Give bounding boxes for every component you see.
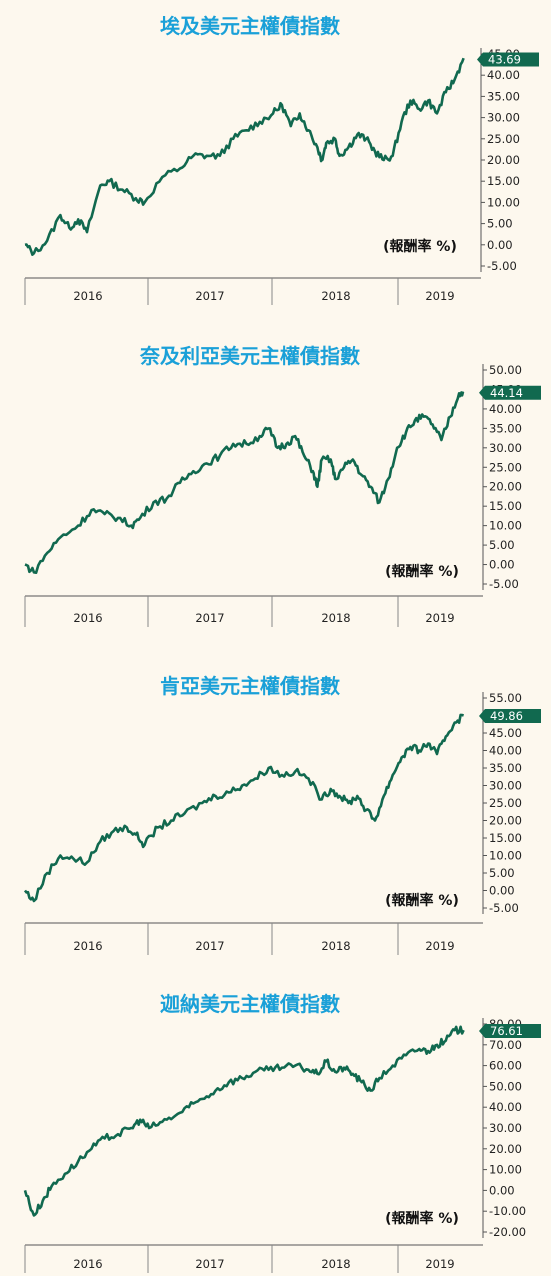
y-tick-label: 20.00: [489, 814, 522, 828]
series-line: [24, 391, 465, 574]
y-tick-label: 50.00: [489, 363, 522, 377]
y-tick-label: 30.00: [487, 111, 520, 125]
y-tick-label: 25.00: [489, 796, 522, 810]
y-tick-label: 5.00: [489, 538, 515, 552]
chart-title: 奈及利亞美元主權債指數: [140, 344, 360, 368]
y-tick-label: 0.00: [489, 884, 515, 898]
y-tick-label: 15.00: [489, 831, 522, 845]
y-tick-label: 0.00: [489, 1183, 515, 1197]
x-tick-label: 2019: [425, 611, 454, 625]
y-tick-label: 10.00: [489, 849, 522, 863]
y-tick-label: 30.00: [489, 1121, 522, 1135]
chart-title: 埃及美元主權債指數: [160, 14, 340, 38]
chart-panel-kenya: 肯亞美元主權債指數 55.0050.0045.0040.0035.0030.00…: [0, 660, 551, 970]
last-value-badge: [479, 1024, 541, 1039]
x-tick-label: 2017: [195, 939, 224, 953]
last-value-badge: [479, 385, 541, 400]
y-tick-label: -20.00: [489, 1225, 526, 1239]
y-tick-label: 25.00: [487, 132, 520, 146]
y-tick-label: 5.00: [489, 866, 515, 880]
y-tick-label: 15.00: [489, 499, 522, 513]
last-value-label: 43.69: [488, 53, 521, 67]
y-tick-label: 20.00: [489, 1142, 522, 1156]
y-tick-label: 40.00: [487, 68, 520, 82]
x-tick-label: 2019: [425, 939, 454, 953]
unit-label: (報酬率 %): [385, 1210, 459, 1227]
y-tick-label: 30.00: [489, 441, 522, 455]
x-tick-label: 2016: [73, 939, 102, 953]
y-tick-label: 40.00: [489, 1100, 522, 1114]
y-tick-label: 25.00: [489, 460, 522, 474]
x-tick-label: 2018: [321, 1257, 350, 1271]
last-value-badge: [477, 52, 539, 67]
chart-panel-nigeria: 奈及利亞美元主權債指數 50.0045.0040.0035.0030.0025.…: [0, 330, 551, 650]
last-value-label: 44.14: [490, 386, 523, 400]
unit-label: (報酬率 %): [385, 892, 459, 909]
y-tick-label: 60.00: [489, 1059, 522, 1073]
last-value-badge: [479, 708, 541, 723]
y-tick-label: -5.00: [487, 259, 517, 273]
y-tick-label: -5.00: [489, 901, 519, 915]
x-tick-label: 2016: [73, 611, 102, 625]
chart-svg: 55.0050.0045.0040.0035.0030.0025.0020.00…: [23, 691, 541, 955]
x-tick-label: 2018: [321, 289, 350, 303]
x-tick-label: 2017: [195, 611, 224, 625]
y-tick-label: 10.00: [487, 195, 520, 209]
y-tick-label: -10.00: [489, 1204, 526, 1218]
chart-panel-egypt: 埃及美元主權債指數 45.0040.0035.0030.0025.0020.00…: [0, 0, 551, 320]
last-value-label: 49.86: [490, 709, 523, 723]
series-line: [24, 57, 465, 256]
y-tick-label: 0.00: [487, 238, 513, 252]
x-tick-label: 2017: [195, 289, 224, 303]
y-tick-label: 30.00: [489, 779, 522, 793]
y-tick-label: 70.00: [489, 1038, 522, 1052]
y-tick-label: 40.00: [489, 402, 522, 416]
y-tick-label: 55.00: [489, 691, 522, 705]
series-line: [23, 1025, 465, 1217]
y-tick-label: 35.00: [489, 761, 522, 775]
x-tick-label: 2017: [195, 1257, 224, 1271]
x-tick-label: 2018: [321, 611, 350, 625]
series-line: [23, 713, 465, 903]
y-tick-label: 15.00: [487, 174, 520, 188]
y-tick-label: 20.00: [487, 153, 520, 167]
y-tick-label: 35.00: [487, 89, 520, 103]
y-tick-label: 45.00: [489, 726, 522, 740]
unit-label: (報酬率 %): [383, 238, 457, 255]
chart-panel-ghana: 迦納美元主權債指數 80.00 70.00 60.00 50.00 40.00 30.00…: [0, 978, 551, 1276]
chart-svg: 80.0070.0060.0050.0040.0030.0020.0010.00…: [23, 1017, 541, 1273]
y-tick-label: 50.00: [489, 1079, 522, 1093]
unit-label: (報酬率 %): [385, 563, 459, 580]
y-tick-label: 35.00: [489, 421, 522, 435]
x-tick-label: 2016: [73, 289, 102, 303]
last-value-label: 76.61: [490, 1024, 523, 1038]
y-tick-label: 40.00: [489, 744, 522, 758]
chart-title: 迦納美元主權債指數: [160, 992, 340, 1016]
y-tick-label: 10.00: [489, 519, 522, 533]
y-tick-label: 10.00: [489, 1163, 522, 1177]
x-tick-label: 2019: [425, 289, 454, 303]
chart-svg: 45.0040.0035.0030.0025.0020.0015.0010.00…: [24, 47, 539, 305]
x-tick-label: 2019: [425, 1257, 454, 1271]
y-tick-label: 5.00: [487, 217, 513, 231]
x-tick-label: 2016: [73, 1257, 102, 1271]
y-tick-label: 20.00: [489, 480, 522, 494]
chart-title: 肯亞美元主權債指數: [160, 674, 340, 698]
chart-svg: 50.0045.0040.0035.0030.0025.0020.0015.00…: [24, 363, 541, 627]
x-tick-label: 2018: [321, 939, 350, 953]
y-tick-label: -5.00: [489, 577, 519, 591]
y-tick-label: 0.00: [489, 558, 515, 572]
